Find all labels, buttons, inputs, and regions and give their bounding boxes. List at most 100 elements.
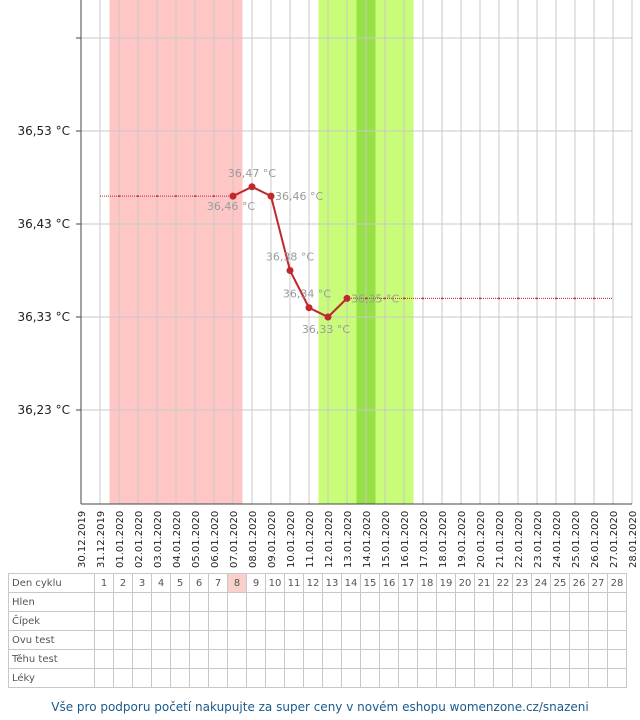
table-cell[interactable] xyxy=(588,668,608,688)
table-cell[interactable] xyxy=(360,611,380,631)
table-cell[interactable] xyxy=(379,649,399,669)
table-cell[interactable] xyxy=(588,630,608,650)
table-cell[interactable] xyxy=(360,649,380,669)
table-cell[interactable] xyxy=(151,611,171,631)
table-cell[interactable] xyxy=(607,630,627,650)
table-cell[interactable] xyxy=(322,668,342,688)
table-cell[interactable] xyxy=(284,592,304,612)
table-cell[interactable] xyxy=(436,592,456,612)
table-cell[interactable] xyxy=(94,649,114,669)
table-cell[interactable] xyxy=(265,611,285,631)
table-cell[interactable] xyxy=(208,611,228,631)
table-cell[interactable] xyxy=(512,592,532,612)
table-cell[interactable] xyxy=(360,668,380,688)
table-cell[interactable] xyxy=(379,611,399,631)
table-cell[interactable] xyxy=(455,630,475,650)
table-cell[interactable] xyxy=(151,649,171,669)
table-cell[interactable] xyxy=(607,611,627,631)
table-cell[interactable] xyxy=(341,649,361,669)
table-cell[interactable] xyxy=(588,649,608,669)
table-cell[interactable] xyxy=(265,592,285,612)
table-cell[interactable] xyxy=(531,592,551,612)
table-cell[interactable] xyxy=(360,592,380,612)
table-cell[interactable] xyxy=(265,630,285,650)
table-cell[interactable] xyxy=(398,649,418,669)
table-cell[interactable] xyxy=(569,592,589,612)
table-cell[interactable] xyxy=(208,668,228,688)
table-cell[interactable] xyxy=(550,649,570,669)
table-cell[interactable] xyxy=(284,649,304,669)
table-cell[interactable] xyxy=(94,592,114,612)
table-cell[interactable] xyxy=(113,611,133,631)
table-cell[interactable] xyxy=(246,592,266,612)
table-cell[interactable] xyxy=(436,668,456,688)
table-cell[interactable] xyxy=(474,668,494,688)
table-cell[interactable] xyxy=(550,592,570,612)
table-cell[interactable] xyxy=(531,668,551,688)
table-cell[interactable] xyxy=(417,592,437,612)
table-cell[interactable] xyxy=(189,668,209,688)
table-cell[interactable] xyxy=(284,668,304,688)
table-cell[interactable] xyxy=(284,611,304,631)
table-cell[interactable] xyxy=(455,592,475,612)
table-cell[interactable] xyxy=(436,611,456,631)
table-cell[interactable] xyxy=(208,630,228,650)
table-cell[interactable] xyxy=(512,630,532,650)
table-cell[interactable] xyxy=(189,611,209,631)
table-cell[interactable] xyxy=(569,630,589,650)
table-cell[interactable] xyxy=(132,649,152,669)
table-cell[interactable] xyxy=(189,592,209,612)
table-cell[interactable] xyxy=(588,592,608,612)
table-cell[interactable] xyxy=(417,611,437,631)
table-cell[interactable] xyxy=(341,592,361,612)
table-cell[interactable] xyxy=(208,649,228,669)
table-cell[interactable] xyxy=(246,649,266,669)
table-cell[interactable] xyxy=(398,668,418,688)
table-cell[interactable] xyxy=(265,649,285,669)
table-cell[interactable] xyxy=(265,668,285,688)
table-cell[interactable] xyxy=(284,630,304,650)
table-cell[interactable] xyxy=(417,630,437,650)
table-cell[interactable] xyxy=(322,611,342,631)
table-cell[interactable] xyxy=(227,611,247,631)
table-cell[interactable] xyxy=(474,630,494,650)
table-cell[interactable] xyxy=(303,668,323,688)
table-cell[interactable] xyxy=(132,630,152,650)
table-cell[interactable] xyxy=(208,592,228,612)
table-cell[interactable] xyxy=(550,611,570,631)
table-cell[interactable] xyxy=(569,611,589,631)
table-cell[interactable] xyxy=(246,611,266,631)
table-cell[interactable] xyxy=(170,611,190,631)
table-cell[interactable] xyxy=(398,611,418,631)
table-cell[interactable] xyxy=(151,630,171,650)
table-cell[interactable] xyxy=(493,668,513,688)
table-cell[interactable] xyxy=(607,592,627,612)
table-cell[interactable] xyxy=(113,668,133,688)
table-cell[interactable] xyxy=(303,630,323,650)
table-cell[interactable] xyxy=(417,649,437,669)
table-cell[interactable] xyxy=(94,611,114,631)
table-cell[interactable] xyxy=(227,668,247,688)
table-cell[interactable] xyxy=(512,668,532,688)
table-cell[interactable] xyxy=(550,630,570,650)
table-cell[interactable] xyxy=(227,649,247,669)
table-cell[interactable] xyxy=(151,668,171,688)
table-cell[interactable] xyxy=(512,649,532,669)
table-cell[interactable] xyxy=(398,630,418,650)
table-cell[interactable] xyxy=(170,592,190,612)
table-cell[interactable] xyxy=(151,592,171,612)
table-cell[interactable] xyxy=(322,592,342,612)
table-cell[interactable] xyxy=(379,630,399,650)
table-cell[interactable] xyxy=(170,649,190,669)
table-cell[interactable] xyxy=(417,668,437,688)
table-cell[interactable] xyxy=(170,630,190,650)
table-cell[interactable] xyxy=(455,611,475,631)
table-cell[interactable] xyxy=(493,630,513,650)
table-cell[interactable] xyxy=(493,592,513,612)
table-cell[interactable] xyxy=(550,668,570,688)
table-cell[interactable] xyxy=(493,611,513,631)
table-cell[interactable] xyxy=(303,649,323,669)
table-cell[interactable] xyxy=(379,592,399,612)
table-cell[interactable] xyxy=(132,592,152,612)
table-cell[interactable] xyxy=(493,649,513,669)
